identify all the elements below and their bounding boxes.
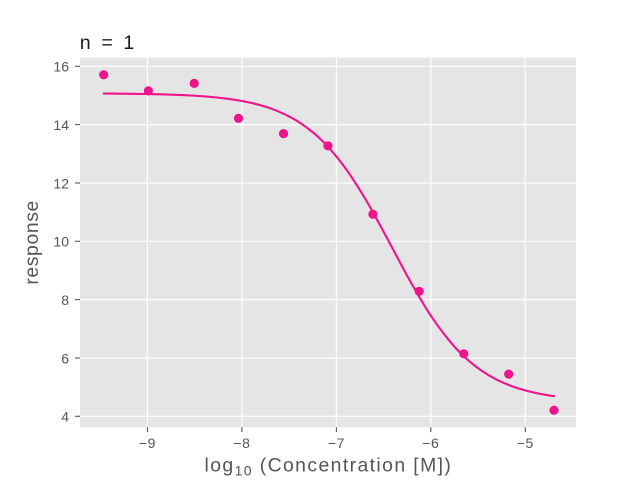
svg-text:4: 4: [61, 409, 69, 425]
svg-text:n = 1: n = 1: [80, 32, 135, 54]
svg-text:10: 10: [53, 234, 69, 250]
svg-text:response: response: [21, 200, 43, 285]
svg-text:−6: −6: [422, 435, 439, 451]
svg-text:−5: −5: [517, 435, 534, 451]
svg-text:8: 8: [61, 292, 69, 308]
svg-text:12: 12: [53, 175, 69, 191]
svg-text:14: 14: [53, 117, 69, 133]
svg-text:−8: −8: [233, 435, 250, 451]
svg-text:16: 16: [53, 59, 69, 75]
svg-text:6: 6: [61, 350, 69, 366]
svg-text:−9: −9: [139, 435, 156, 451]
svg-text:−7: −7: [328, 435, 345, 451]
